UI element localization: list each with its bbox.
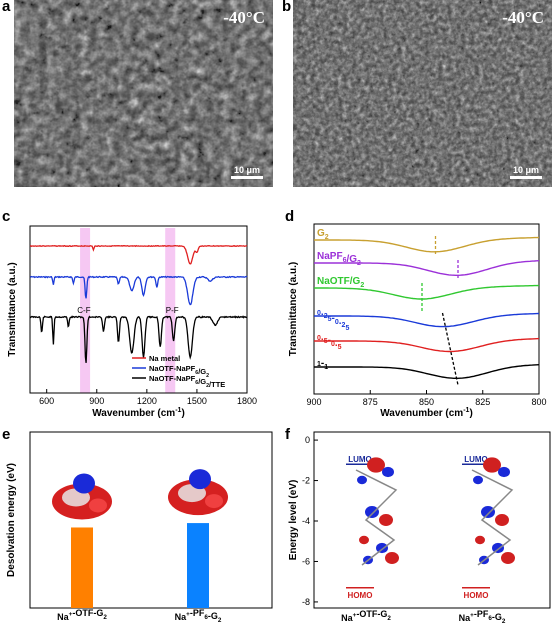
x-tick-label: 850 <box>419 397 434 407</box>
panel-label-e: e <box>2 426 11 443</box>
series-line <box>314 312 540 328</box>
panel-label-f: f <box>285 426 290 443</box>
series-label: NaPF6/G2 <box>317 251 361 267</box>
x-tick-label: 1500 <box>187 396 207 406</box>
x-category-label: Na+-PF6-G2 <box>175 608 222 623</box>
series-line <box>314 260 540 276</box>
x-tick-label: 900 <box>89 396 104 406</box>
series-label: 0.25-0.25 <box>317 307 349 332</box>
scale-text-a: 10 μm <box>233 165 261 175</box>
chart-e: Na+-OTF-G2 Na+-PF6-G2 Desolvation energy (… <box>6 431 273 623</box>
x-category-label: Na+-PF6-G2 <box>459 609 506 623</box>
legend-label: Na metal <box>149 354 180 363</box>
x-tick-label: 1200 <box>137 396 157 406</box>
y-tick-label: -8 <box>302 597 310 607</box>
series-line <box>314 364 540 379</box>
plot-frame-f <box>313 431 551 609</box>
panel-label-b: b <box>282 0 292 15</box>
chart-f: 0 -2 -4 -6 -8 Energy level (eV) LUMO HOMO Na+-OT… <box>288 431 551 623</box>
marker-dashed-trend <box>441 312 459 386</box>
y-axis-label-d: Transmittance (a.u.) <box>288 262 299 356</box>
plot-frame-c <box>29 225 248 394</box>
scale-bar-b: 10 μm <box>510 165 542 179</box>
panel-a: a -40°C 10 μm <box>0 0 278 200</box>
panel-label-c: c <box>2 208 11 225</box>
y-tick-label: -6 <box>302 556 310 566</box>
y-tick-label: 0 <box>305 435 310 445</box>
x-axis-label-c: Wavenumber (cm-1) <box>92 407 185 419</box>
panel-f: f 0 -2 -4 -6 -8 Energy level (eV) LUMO HOMO Na+-… <box>280 426 554 623</box>
plot-frame-e <box>29 431 273 609</box>
panel-c: c C-F P-F 600 900 1200 1500 1800 Wavenumber (cm… <box>0 208 278 420</box>
x-category-label: Na+-OTF-G2 <box>57 608 107 622</box>
y-axis-label-f: Energy level (eV) <box>288 480 299 561</box>
panel-label-a: a <box>2 0 11 15</box>
x-tick-label: 900 <box>306 397 321 407</box>
y-tick-label: -2 <box>302 476 310 486</box>
y-axis-label-c: Transmittance (a.u.) <box>7 262 18 356</box>
bar-1 <box>187 523 209 608</box>
highlight-band-1 <box>165 228 176 393</box>
bar-0 <box>71 527 93 608</box>
panel-d: d G2 NaPF6/G2 NaOTF/G2 0.25-0.25 0.5-0.5 1-1 9… <box>280 208 554 420</box>
scale-bar-a: 10 μm <box>231 165 263 179</box>
x-tick-label: 825 <box>475 397 490 407</box>
series-line <box>314 236 540 253</box>
x-tick-label: 1800 <box>237 396 257 406</box>
chart-c: C-F P-F 600 900 1200 1500 1800 Wavenumber (cm-1… <box>7 225 257 419</box>
annotation-p-f: P-F <box>166 306 179 315</box>
orbital-icon <box>355 457 399 566</box>
x-tick-label: 800 <box>531 397 546 407</box>
sem-image-b: -40°C 10 μm <box>293 0 552 187</box>
highlight-band-0 <box>80 228 91 393</box>
series-line <box>314 337 540 353</box>
esp-surface-icon <box>168 469 228 516</box>
homo-label: HOMO <box>464 591 489 600</box>
lumo-label: LUMO <box>464 455 488 464</box>
sem-image-a: -40°C 10 μm <box>14 0 273 187</box>
series-label: NaOTF/G2 <box>317 276 364 289</box>
series-line-naotf-napf6-g2-tte <box>29 315 248 363</box>
panel-e: e Na+-OTF-G2 Na+-PF6-G2 Desolvation energy… <box>0 426 278 623</box>
x-tick-label: 875 <box>363 397 378 407</box>
series-label: G2 <box>317 228 329 241</box>
series-line-naotf-napf6-g2 <box>29 275 248 306</box>
panel-label-d: d <box>285 208 295 225</box>
annotation-c-f: C-F <box>77 306 90 315</box>
lumo-label: LUMO <box>348 455 372 464</box>
series-line <box>314 284 540 300</box>
esp-surface-icon <box>52 473 112 520</box>
temperature-label-a: -40°C <box>223 8 265 27</box>
series-line-na-metal <box>29 244 248 265</box>
panel-b: b -40°C 10 μm <box>280 0 554 200</box>
orbital-icon <box>471 457 515 566</box>
x-axis-label-d: Wavenumber (cm-1) <box>380 407 473 419</box>
legend-label: NaOTF-NaPF6/G2 <box>149 364 209 379</box>
x-tick-label: 600 <box>39 396 54 406</box>
x-category-label: Na+-OTF-G2 <box>341 609 391 623</box>
series-label: 1-1 <box>317 358 328 371</box>
scale-text-b: 10 μm <box>512 165 540 175</box>
homo-label: HOMO <box>348 591 373 600</box>
chart-d: G2 NaPF6/G2 NaOTF/G2 0.25-0.250.5-0.5 1-1 900… <box>288 223 547 419</box>
y-axis-label-e: Desolvation energy (eV) <box>6 463 17 577</box>
legend-label: NaOTF-NaPF6/G2/TTE <box>149 374 225 389</box>
series-label: 0.5-0.5 <box>317 332 342 351</box>
temperature-label-b: -40°C <box>502 8 544 27</box>
y-tick-label: -4 <box>302 516 310 526</box>
